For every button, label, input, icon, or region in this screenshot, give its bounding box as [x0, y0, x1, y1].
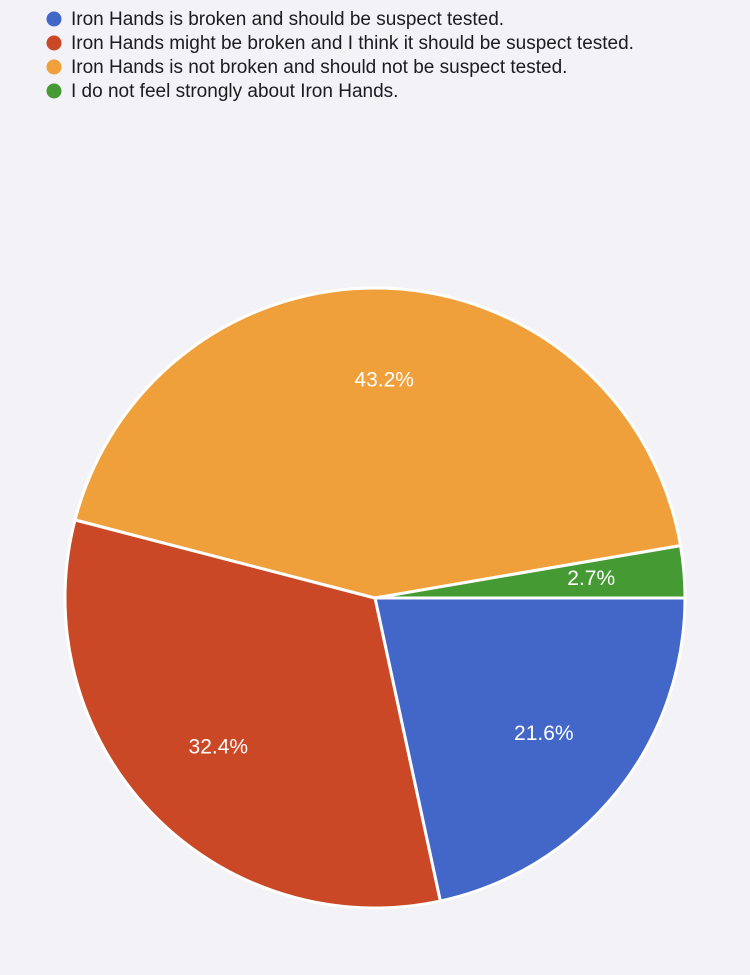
legend-label: Iron Hands is broken and should be suspe…: [71, 9, 504, 30]
pie-slice: [374, 543, 687, 600]
pie-slice: [73, 286, 683, 600]
legend-dot: [46, 35, 62, 51]
legend-dot: [46, 83, 62, 99]
legend-dot: [46, 11, 62, 27]
pie-slice: [63, 518, 443, 910]
slice-label: 2.7%: [567, 567, 615, 590]
slice-label: 43.2%: [354, 369, 414, 392]
slice-label: 32.4%: [189, 736, 249, 759]
pie-slice: [373, 596, 687, 903]
slice-label: 21.6%: [514, 722, 574, 745]
legend-label: Iron Hands might be broken and I think i…: [71, 33, 634, 54]
legend-label: Iron Hands is not broken and should not …: [71, 57, 567, 78]
legend-dot: [46, 59, 62, 75]
legend-label: I do not feel strongly about Iron Hands.: [71, 81, 398, 102]
